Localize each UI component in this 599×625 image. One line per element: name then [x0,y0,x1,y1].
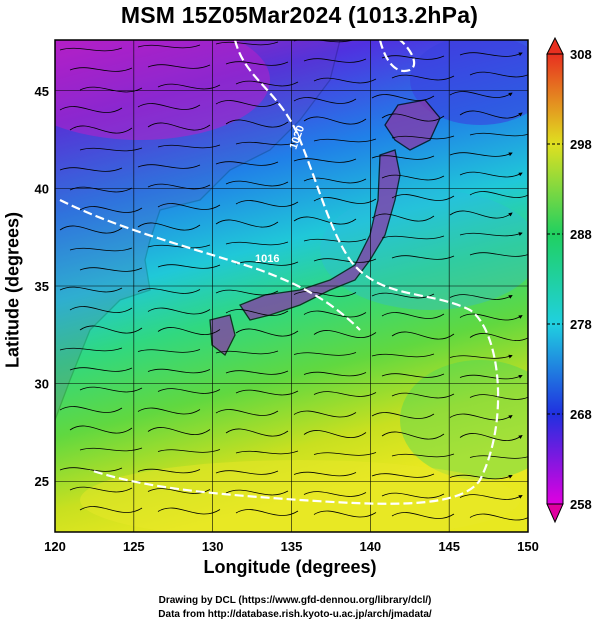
x-axis-label: Longitude (degrees) [203,557,377,577]
colorbar-tick-label: 308 [570,47,592,62]
streamline [79,325,528,341]
y-tick-label: 30 [35,377,49,392]
streamline [59,347,512,358]
credit-data: Data from http://database.rish.kyoto-u.a… [158,609,432,620]
y-tick-label: 35 [35,279,49,294]
colorbar-gradient [546,53,564,505]
streamline [69,172,522,193]
x-tick-label: 140 [359,539,381,554]
x-tick-label: 120 [44,539,66,554]
streamline [69,111,522,134]
chart-title: MSM 15Z05Mar2024 (1013.2hPa) [120,2,479,28]
colorbar-max-triangle [546,36,564,55]
x-tick-label: 145 [438,539,460,554]
streamline [79,252,528,272]
streamline [69,367,522,379]
streamline [69,233,522,252]
streamline [79,506,528,521]
y-tick-label: 40 [35,181,49,196]
streamline [69,306,522,321]
streamline [59,153,512,172]
streamline [59,211,512,234]
streamline [69,425,522,441]
colorbar-tick-label: 288 [570,227,592,242]
colorbar-min-triangle [546,503,564,524]
x-axis-ticks: 120 125 130 135 140 145 150 [44,539,539,554]
plot-frame [54,39,529,533]
streamline [69,486,522,500]
x-tick-label: 150 [517,539,539,554]
streamline [59,92,512,113]
streamline [59,286,512,300]
credit-drawing: Drawing by DCL (https://www.gfd-dennou.o… [158,595,432,606]
colorbar-tick-label: 298 [570,137,592,152]
y-tick-label: 25 [35,474,49,489]
streamline [69,53,522,72]
streamline [59,406,512,421]
streamline [79,191,528,213]
y-axis-label: Latitude (degrees) [2,211,23,369]
streamline [79,71,528,93]
colorbar-tick-label: 268 [570,407,592,422]
x-tick-label: 130 [202,539,224,554]
colorbar-tick-label: 278 [570,317,592,332]
colorbar-tick-label: 258 [570,497,592,512]
streamline [79,386,528,400]
y-tick-label: 45 [35,84,49,99]
streamline [59,467,512,479]
colorbar: 308 298 288 278 268 258 [546,36,592,524]
wind-streamlines [59,40,528,521]
isobar-label-1016: 1016 [255,253,279,265]
streamline [79,132,528,152]
isobar-contours [59,40,500,505]
y-axis-ticks: 25 30 35 40 45 [35,84,49,489]
x-tick-label: 125 [123,539,145,554]
x-tick-label: 135 [281,539,303,554]
streamline [79,447,528,459]
